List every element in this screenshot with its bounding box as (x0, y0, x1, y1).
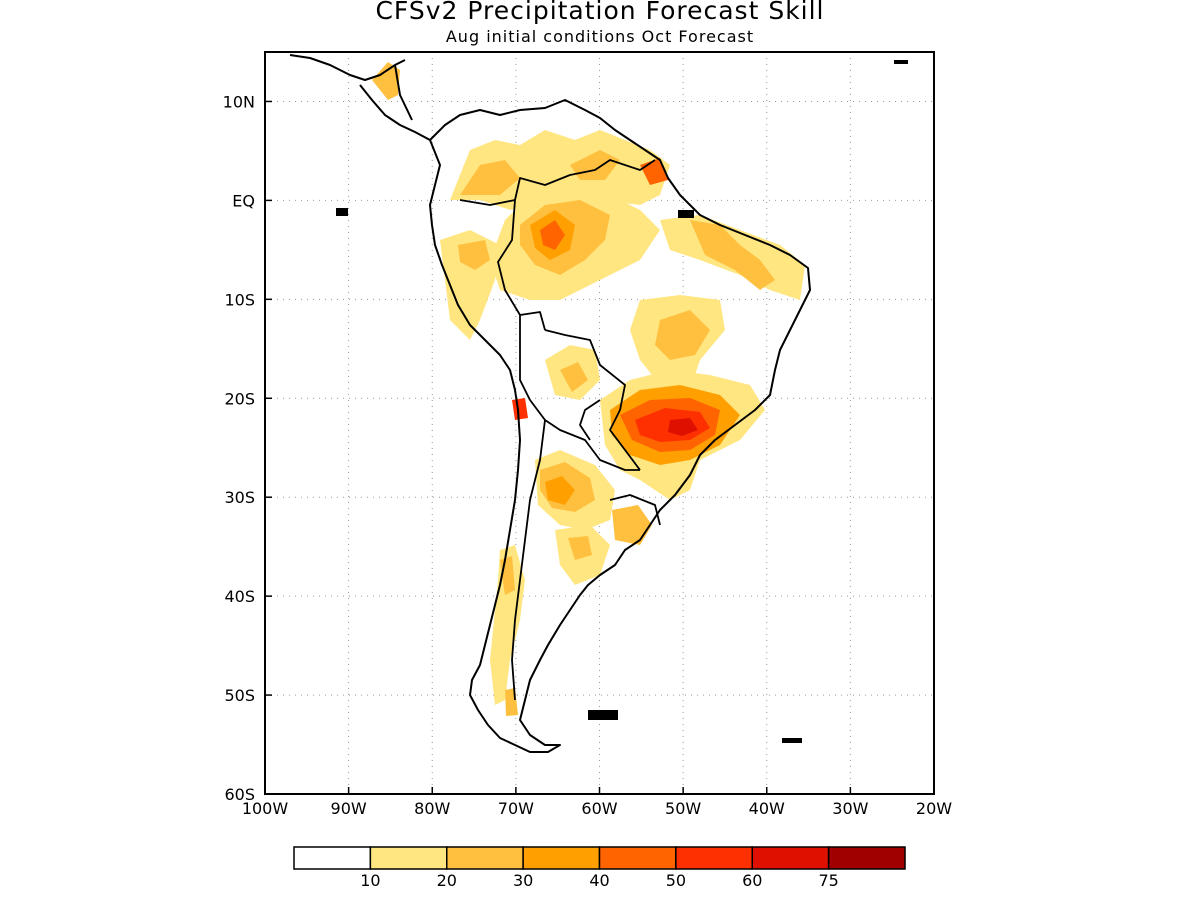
x-tick-label: 60W (581, 799, 617, 818)
colorbar-swatch (751, 846, 830, 870)
skill-patch-amazon-4 (540, 220, 565, 250)
colorbar-swatch (446, 846, 524, 870)
skill-patch-north-2 (460, 160, 520, 195)
colorbar-label: 60 (742, 871, 762, 890)
skill-patch-patagonia (490, 545, 525, 705)
colorbar-label: 20 (437, 871, 457, 890)
skill-patch-chaco-3 (545, 476, 575, 505)
skill-patch-n-chile (512, 398, 528, 420)
x-tick-label: 90W (331, 799, 367, 818)
island-south-georgia (782, 738, 802, 743)
colorbar-label: 30 (513, 871, 533, 890)
y-tick-label: 60S (224, 785, 255, 804)
colorbar-label: 50 (666, 871, 686, 890)
x-tick-label: 40W (749, 799, 785, 818)
skill-patch-uruguay (612, 505, 652, 545)
y-tick-label: 50S (224, 686, 255, 705)
skill-patch-central-brazil-2 (655, 310, 710, 360)
coastlines (289, 54, 811, 753)
border-lines (459, 159, 661, 701)
x-tick-label: 80W (414, 799, 450, 818)
y-tick-label: 10S (224, 290, 255, 309)
island-falklands (588, 710, 618, 720)
y-tick-label: 20S (224, 389, 255, 408)
skill-shading (372, 62, 805, 716)
x-tick-label: 50W (665, 799, 701, 818)
colorbar-swatch (675, 846, 753, 870)
skill-patch-se-brazil-5 (668, 418, 698, 436)
colorbar-label: 40 (589, 871, 609, 890)
islands (336, 60, 908, 743)
skill-patch-bolivia-2 (560, 362, 588, 392)
colorbar-swatch (522, 846, 601, 870)
gridlines (265, 52, 934, 794)
colorbar-label: 10 (360, 871, 380, 890)
island-galapagos (336, 208, 348, 216)
x-tick-label: 100W (242, 799, 289, 818)
x-tick-label: 20W (916, 799, 952, 818)
x-tick-label: 30W (832, 799, 868, 818)
island-caribbean (894, 60, 908, 64)
map-subtitle: Aug initial conditions Oct Forecast (445, 27, 755, 46)
x-tick-label: 70W (498, 799, 534, 818)
island-trinidad (678, 210, 694, 218)
y-tick-label: EQ (232, 191, 255, 210)
skill-patch-central-america (372, 62, 400, 100)
skill-patch-peru-2 (458, 240, 490, 270)
colorbar-swatch (293, 846, 372, 870)
y-tick-label: 10N (223, 92, 255, 111)
colorbar-swatch (827, 846, 906, 870)
skill-patch-pampas-2 (568, 536, 592, 560)
y-tick-label: 40S (224, 587, 255, 606)
map-area (265, 52, 934, 794)
x-axis-ticks: 100W 90W 80W 70W 60W 50W 40W 30W 20W (242, 787, 952, 818)
coastline-central-america (289, 54, 431, 141)
coastline-south-america (429, 99, 811, 753)
map-title: CFSv2 Precipitation Forecast Skill (375, 0, 825, 25)
colorbar: 10 20 30 40 50 60 75 (293, 846, 906, 890)
skill-patch-patagonia-3 (505, 688, 518, 716)
y-tick-label: 30S (224, 488, 255, 507)
skill-patch-ne-brazil-2 (690, 220, 775, 290)
colorbar-swatch (598, 846, 677, 870)
colorbar-label: 75 (818, 871, 838, 890)
colorbar-swatch (369, 846, 448, 870)
y-axis-ticks: 10N EQ 10S 20S 30S 40S 50S 60S (223, 92, 272, 804)
